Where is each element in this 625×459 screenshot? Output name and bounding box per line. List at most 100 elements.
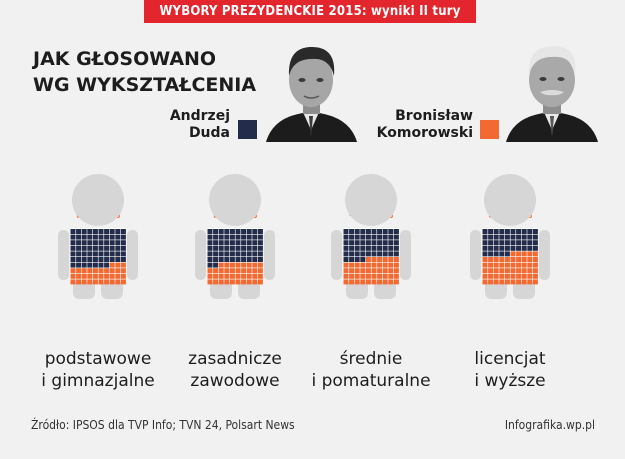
waffle-cell-duda xyxy=(252,229,258,234)
waffle-cell-duda xyxy=(488,251,494,257)
waffle-cell-komorowski xyxy=(207,268,213,274)
waffle-cell-duda xyxy=(81,240,87,246)
waffle-cell-duda xyxy=(241,245,247,251)
waffle-cell-komorowski xyxy=(76,273,82,279)
waffle-cell-duda xyxy=(76,229,82,234)
waffle-cell-duda xyxy=(388,240,394,246)
waffle-cell-komorowski xyxy=(70,273,76,279)
waffle-cell-komorowski xyxy=(382,268,388,274)
waffle-cell-komorowski xyxy=(532,262,538,268)
waffle-cell-duda xyxy=(229,251,235,257)
waffle-cell-komorowski xyxy=(499,279,505,285)
waffle-cell-duda xyxy=(493,240,499,246)
waffle-cell-duda xyxy=(482,251,488,257)
waffle-cell-duda xyxy=(482,245,488,251)
waffle-cell-duda xyxy=(218,240,224,246)
waffle-cell-komorowski xyxy=(371,279,377,285)
duda-name: Andrzej Duda xyxy=(150,108,230,142)
waffle-cell-komorowski xyxy=(371,273,377,279)
waffle-cell-duda xyxy=(241,234,247,240)
waffle-cell-duda xyxy=(109,234,115,240)
waffle-cell-duda xyxy=(521,240,527,246)
waffle-cell-duda xyxy=(229,240,235,246)
waffle-cell-komorowski xyxy=(371,262,377,268)
waffle-cell-duda xyxy=(76,257,82,262)
category-label-line: licencjat xyxy=(474,349,546,369)
waffle-cell-komorowski xyxy=(532,251,538,257)
waffle-cell-komorowski xyxy=(527,251,533,257)
waffle-cell-duda xyxy=(235,229,241,234)
waffle-cell-duda xyxy=(109,240,115,246)
category-label-line: zasadnicze xyxy=(188,349,282,369)
waffle-cell-duda xyxy=(360,251,366,257)
waffle-cell-komorowski xyxy=(532,268,538,274)
waffle-cell-duda xyxy=(521,229,527,234)
waffle-cell-komorowski xyxy=(109,273,115,279)
waffle-cell-komorowski xyxy=(493,279,499,285)
waffle-cell-komorowski xyxy=(257,268,263,274)
waffle-cell-komorowski xyxy=(241,268,247,274)
waffle-cell-komorowski xyxy=(521,279,527,285)
waffle-cell-duda xyxy=(224,257,230,262)
waffle-cell-duda xyxy=(393,234,399,240)
brand-credit: Infografika.wp.pl xyxy=(504,418,595,432)
waffle-cell-duda xyxy=(488,245,494,251)
waffle-cell-komorowski xyxy=(521,268,527,274)
waffle-cell-komorowski xyxy=(527,262,533,268)
waffle-cell-duda xyxy=(343,251,349,257)
waffle-cell-komorowski xyxy=(252,268,258,274)
waffle-cell-komorowski xyxy=(532,279,538,285)
figure-head-shape xyxy=(209,174,261,226)
waffle-cell-komorowski xyxy=(532,273,538,279)
waffle-figure xyxy=(331,174,411,299)
waffle-cell-duda xyxy=(81,251,87,257)
waffle-cell-duda xyxy=(115,245,121,251)
waffle-cell-komorowski xyxy=(354,273,360,279)
waffle-cell-komorowski xyxy=(224,279,230,285)
waffle-cell-duda xyxy=(504,229,510,234)
waffle-cell-komorowski xyxy=(81,273,87,279)
waffle-cell-duda xyxy=(109,229,115,234)
waffle-cell-duda xyxy=(207,251,213,257)
waffle-cell-komorowski xyxy=(377,268,383,274)
waffle-cell-duda xyxy=(246,240,252,246)
duda-first-name: Andrzej xyxy=(169,108,230,124)
waffle-cell-komorowski xyxy=(349,273,355,279)
waffle-cell-komorowski xyxy=(115,273,121,279)
waffle-cell-duda xyxy=(516,229,522,234)
waffle-cell-komorowski xyxy=(252,279,258,285)
waffle-cell-komorowski xyxy=(343,268,349,274)
waffle-cell-komorowski xyxy=(360,279,366,285)
chart-title: JAK GŁOSOWANO WG WYKSZTAŁCENIA xyxy=(33,46,256,98)
waffle-cell-duda xyxy=(499,240,505,246)
waffle-cell-komorowski xyxy=(92,273,98,279)
waffle-cell-komorowski xyxy=(360,273,366,279)
category-label-line: podstawowe xyxy=(44,349,152,369)
waffle-cell-duda xyxy=(229,257,235,262)
waffle-cell-komorowski xyxy=(388,279,394,285)
figure-right-arm xyxy=(127,230,138,280)
waffle-figure xyxy=(58,174,138,299)
waffle-cell-komorowski xyxy=(510,251,516,257)
waffle-cell-komorowski xyxy=(371,257,377,262)
waffle-cell-komorowski xyxy=(218,273,224,279)
waffle-cell-komorowski xyxy=(246,268,252,274)
waffle-cell-duda xyxy=(488,229,494,234)
waffle-cell-komorowski xyxy=(516,251,522,257)
waffle-cell-komorowski xyxy=(207,279,213,285)
waffle-cell-duda xyxy=(98,245,104,251)
waffle-cell-duda xyxy=(207,229,213,234)
waffle-cell-duda xyxy=(213,234,219,240)
waffle-cell-duda xyxy=(98,234,104,240)
waffle-cell-duda xyxy=(393,245,399,251)
waffle-cell-duda xyxy=(92,240,98,246)
waffle-cell-komorowski xyxy=(521,251,527,257)
waffle-cell-duda xyxy=(235,234,241,240)
waffle-cell-duda xyxy=(343,234,349,240)
waffle-cell-duda xyxy=(504,245,510,251)
waffle-cell-duda xyxy=(482,234,488,240)
figure-left-arm xyxy=(58,230,69,280)
waffle-cell-duda xyxy=(76,234,82,240)
waffle-cell-komorowski xyxy=(120,273,126,279)
waffle-cell-duda xyxy=(360,229,366,234)
